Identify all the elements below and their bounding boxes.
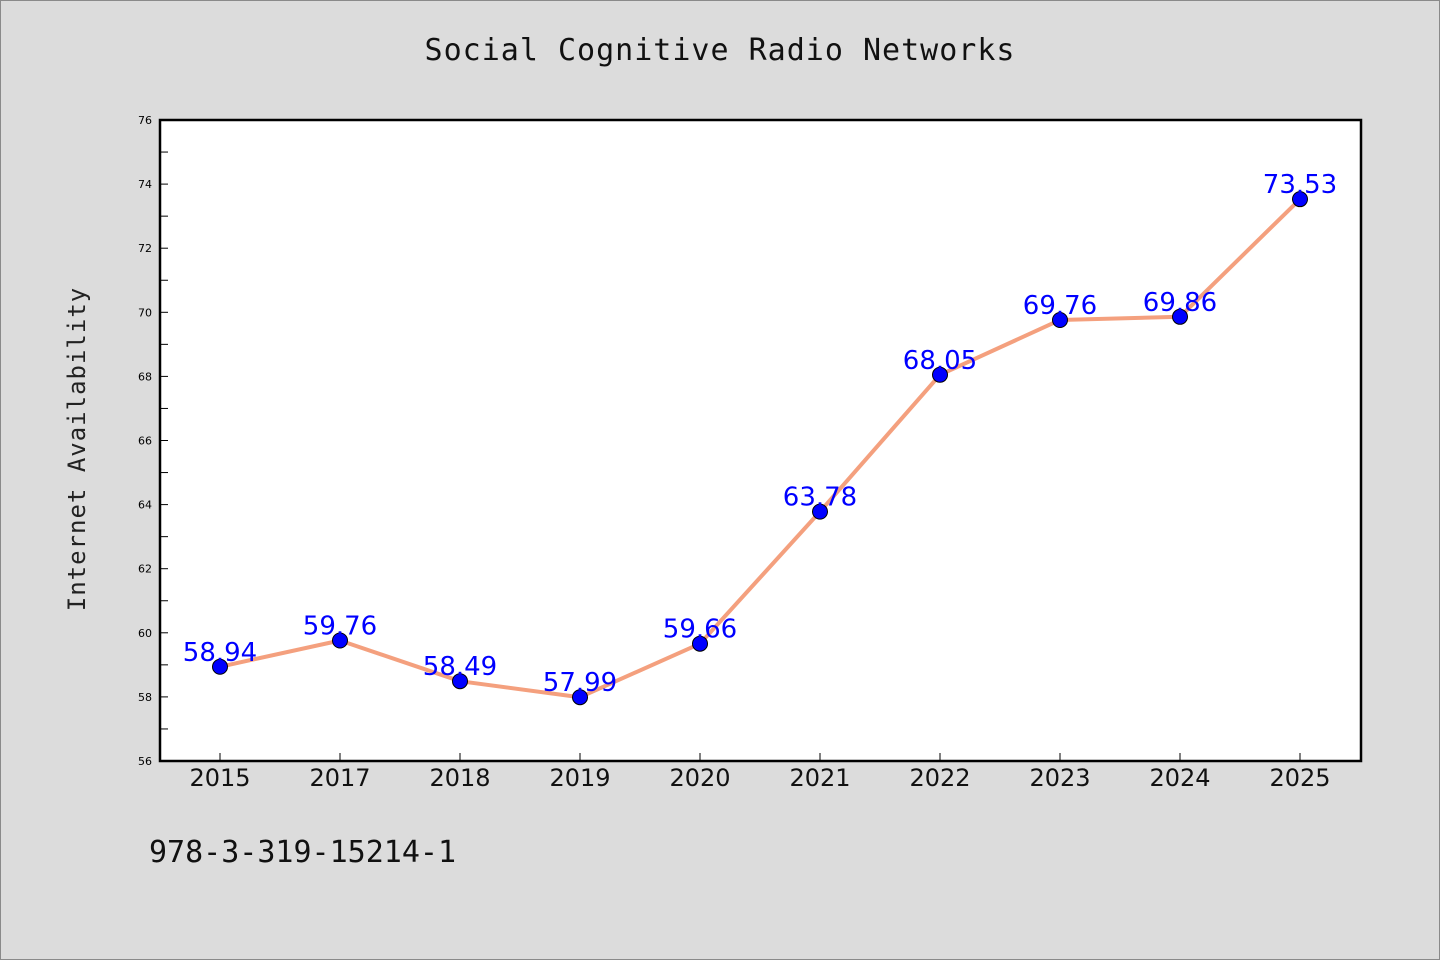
y-tick-label: 76 bbox=[138, 114, 152, 127]
data-point-label: 58.49 bbox=[423, 652, 497, 682]
y-tick-label: 66 bbox=[138, 435, 152, 448]
data-point-label: 63.78 bbox=[783, 483, 857, 513]
data-point-label: 58.94 bbox=[183, 638, 257, 668]
x-tick-label: 2021 bbox=[789, 764, 850, 792]
data-point-label: 69.86 bbox=[1143, 288, 1217, 318]
y-tick-label: 72 bbox=[138, 242, 152, 255]
y-tick-label: 60 bbox=[138, 627, 152, 640]
y-tick-label: 58 bbox=[138, 691, 152, 704]
isbn-footnote: 978-3-319-15214-1 bbox=[149, 835, 457, 870]
x-tick-label: 2024 bbox=[1149, 764, 1210, 792]
data-point-marker bbox=[1172, 308, 1188, 325]
x-tick-label: 2017 bbox=[309, 764, 370, 792]
data-point-marker bbox=[812, 503, 828, 520]
plot-area bbox=[160, 120, 1361, 761]
series-line bbox=[218, 197, 1302, 700]
data-point-marker bbox=[332, 632, 348, 649]
y-tick-label: 64 bbox=[138, 499, 152, 512]
data-point-marker bbox=[1052, 311, 1068, 328]
data-point-marker bbox=[932, 366, 948, 383]
data-point-label: 59.66 bbox=[663, 615, 737, 645]
y-tick-label: 56 bbox=[138, 755, 152, 768]
data-point-label: 57.99 bbox=[543, 668, 617, 698]
y-tick-label: 68 bbox=[138, 370, 152, 383]
y-tick-label: 62 bbox=[138, 563, 152, 576]
y-tick-label: 70 bbox=[138, 306, 152, 319]
x-tick-label: 2022 bbox=[909, 764, 970, 792]
data-point-label: 73.53 bbox=[1263, 170, 1337, 200]
y-tick-label: 74 bbox=[138, 178, 152, 191]
x-tick-label: 2015 bbox=[189, 764, 250, 792]
x-tick-label: 2023 bbox=[1029, 764, 1090, 792]
x-tick-label: 2018 bbox=[429, 764, 490, 792]
x-tick-label: 2019 bbox=[549, 764, 610, 792]
plot-frame bbox=[158, 118, 1363, 763]
data-point-marker bbox=[692, 635, 708, 652]
data-point-marker bbox=[452, 673, 468, 690]
data-point-marker bbox=[1292, 191, 1308, 208]
data-point-label: 69.76 bbox=[1023, 291, 1097, 321]
data-point-label: 59.76 bbox=[303, 611, 377, 641]
data-point-marker bbox=[572, 689, 588, 706]
chart-title: Social Cognitive Radio Networks bbox=[424, 33, 1016, 68]
data-point-label: 68.05 bbox=[903, 346, 977, 376]
x-tick-label: 2020 bbox=[669, 764, 730, 792]
x-tick-label: 2025 bbox=[1269, 764, 1330, 792]
data-point-marker bbox=[212, 658, 228, 675]
